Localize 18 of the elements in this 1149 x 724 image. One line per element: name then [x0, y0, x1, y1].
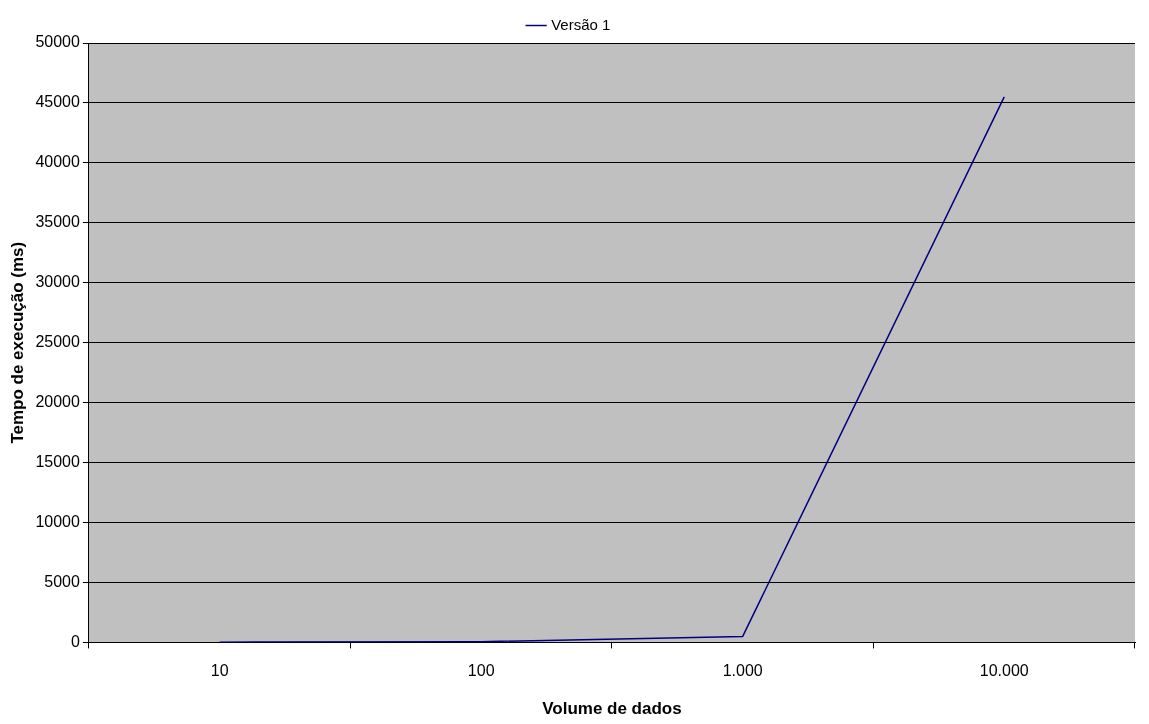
legend-label: Versão 1 — [551, 15, 611, 33]
x-axis-title: Volume de dados — [542, 699, 682, 719]
x-tick-label: 10 — [210, 662, 229, 680]
y-tick-label: 10000 — [35, 512, 80, 530]
y-tick-label: 30000 — [35, 273, 80, 291]
y-axis-title: Tempo de execução (ms) — [7, 241, 27, 444]
x-tick-label: 10.000 — [979, 662, 1029, 680]
y-tick-label: 40000 — [35, 153, 80, 171]
y-tick-label: 25000 — [35, 333, 80, 351]
y-tick-label: 50000 — [35, 33, 80, 51]
x-tick-label: 100 — [467, 662, 495, 680]
y-tick-label: 0 — [70, 632, 80, 650]
y-tick-label: 45000 — [35, 93, 80, 111]
y-tick-label: 15000 — [35, 452, 80, 470]
y-tick-label: 35000 — [35, 213, 80, 231]
y-tick-label: 5000 — [44, 572, 80, 590]
y-tick-label: 20000 — [35, 393, 80, 411]
x-tick-label: 1.000 — [722, 662, 763, 680]
